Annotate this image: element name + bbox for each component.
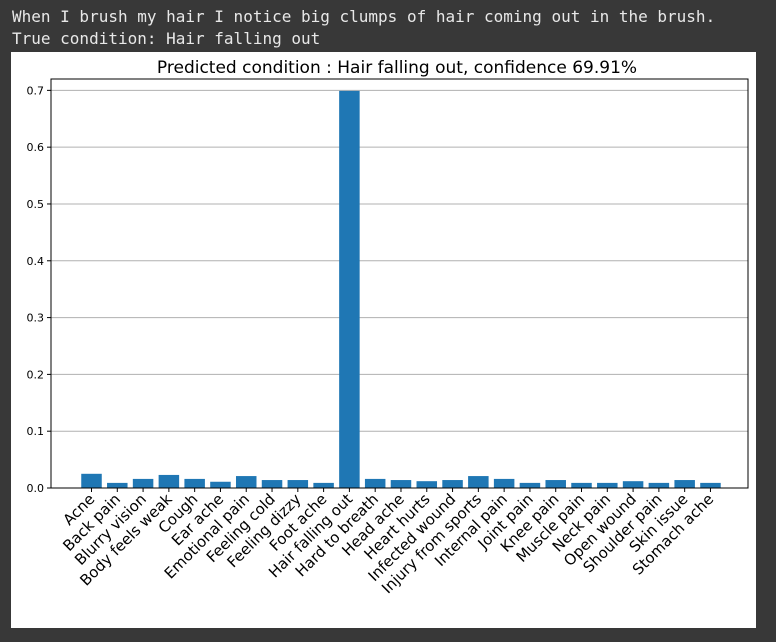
bar (132, 478, 154, 488)
bar (287, 480, 309, 488)
y-axis: 0.0 0.1 0.2 0.3 0.4 0.5 0.6 0.7 (27, 84, 51, 495)
bar (210, 481, 231, 488)
bar (390, 480, 412, 488)
bar (107, 482, 128, 488)
cell-output-text: When I brush my hair I notice big clumps… (12, 6, 715, 50)
grid-lines (51, 89, 748, 432)
chart-figure: Predicted condition : Hair falling out, … (11, 52, 756, 628)
bar-chart: Predicted condition : Hair falling out, … (27, 58, 749, 597)
bar (158, 474, 180, 488)
bar (442, 480, 463, 488)
bar (81, 473, 102, 488)
bar (545, 480, 566, 488)
y-tick-label: 0.7 (27, 84, 45, 97)
bars (81, 90, 721, 488)
true-condition-line: True condition: Hair falling out (12, 29, 321, 48)
bar (468, 476, 489, 488)
input-sentence: When I brush my hair I notice big clumps… (12, 7, 716, 26)
bar (364, 478, 386, 488)
bar (313, 482, 334, 488)
plot-frame (50, 78, 749, 489)
bar (339, 90, 360, 488)
bar (519, 482, 541, 488)
bar (622, 481, 644, 488)
bar (235, 476, 257, 488)
y-tick-label: 0.4 (27, 255, 45, 268)
y-tick-label: 0.0 (27, 482, 45, 495)
bar (261, 480, 283, 488)
chart-title: Predicted condition : Hair falling out, … (157, 58, 637, 78)
bar (184, 478, 205, 488)
bar (674, 480, 695, 488)
bar (597, 482, 618, 488)
bar (648, 482, 670, 488)
y-tick-label: 0.3 (27, 312, 45, 325)
y-tick-label: 0.1 (27, 425, 45, 438)
y-tick-label: 0.5 (27, 198, 45, 211)
y-tick-label: 0.6 (27, 141, 45, 154)
bar (416, 481, 438, 488)
bar (700, 482, 721, 488)
y-tick-label: 0.2 (27, 368, 45, 381)
bar (493, 478, 515, 488)
bar (571, 482, 592, 488)
